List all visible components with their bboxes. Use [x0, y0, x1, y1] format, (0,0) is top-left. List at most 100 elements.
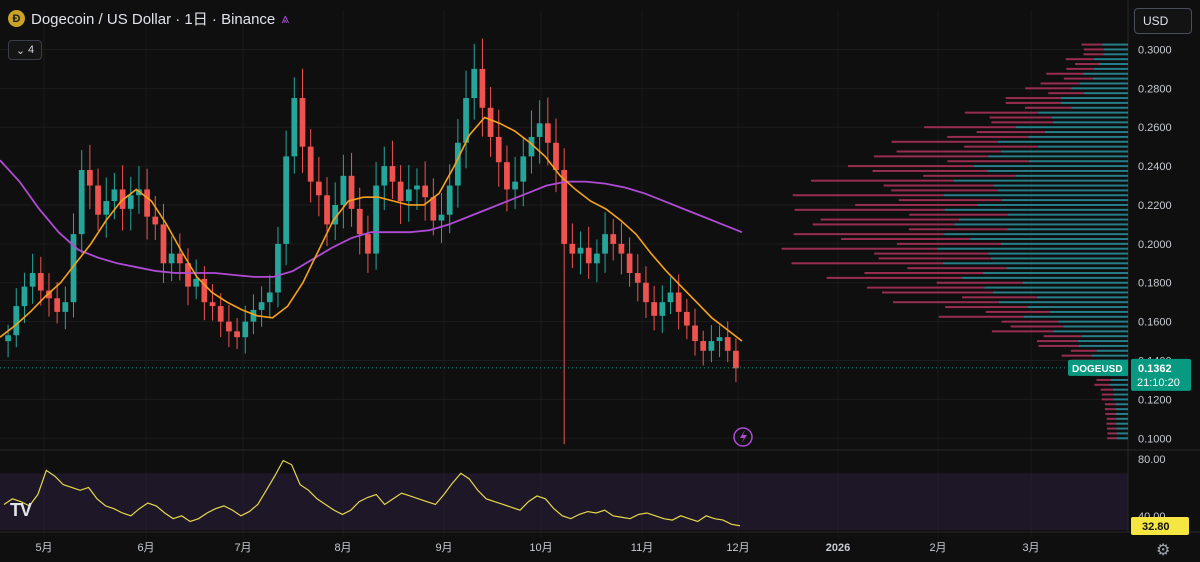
- candle-body: [463, 98, 469, 143]
- candle-body: [37, 273, 44, 291]
- candle-body: [553, 142, 559, 170]
- rsi-value-label: 32.80: [1142, 521, 1170, 533]
- candle-body: [659, 302, 666, 316]
- price-axis-label: 0.2200: [1138, 200, 1172, 212]
- volume-bar-buy: [1058, 320, 1128, 323]
- candle-body: [569, 243, 576, 254]
- volume-bar-buy: [970, 238, 1128, 240]
- volume-bar-sell: [1106, 427, 1117, 430]
- candle-body: [127, 195, 134, 209]
- volume-bar-sell: [985, 310, 1050, 313]
- lightning-event-circle: [733, 427, 753, 447]
- candle-body: [397, 181, 404, 202]
- volume-bar-buy: [1060, 97, 1128, 100]
- symbol-tag: DOGEUSD: [1072, 364, 1123, 375]
- candle-body: [29, 273, 36, 287]
- candle-body: [103, 201, 110, 215]
- volume-bar-sell: [1065, 58, 1094, 61]
- volume-bar-buy: [1022, 281, 1128, 284]
- symbol-title[interactable]: Dogecoin / US Dollar · 1日 · Binance: [31, 11, 276, 28]
- symbol-tag-bg: [1068, 359, 1128, 376]
- volume-bar-sell: [1070, 349, 1097, 352]
- candle-body: [602, 234, 608, 254]
- volume-bar-sell: [1107, 437, 1117, 440]
- volume-bar-sell: [989, 116, 1052, 119]
- candle-body: [201, 278, 208, 303]
- volume-bar-sell: [855, 203, 978, 206]
- volume-bar-buy: [1028, 160, 1128, 163]
- candle-body: [226, 321, 232, 332]
- candle-body: [348, 175, 355, 209]
- candle-body: [111, 189, 118, 202]
- moving-average-short-line: [0, 116, 743, 342]
- candle-body: [544, 123, 551, 143]
- candle-body: [471, 68, 478, 99]
- price-axis-label: 0.1800: [1138, 278, 1172, 290]
- volume-bar-sell: [936, 281, 1023, 284]
- volume-bar-sell: [1037, 340, 1078, 343]
- volume-bar-sell: [964, 111, 1039, 114]
- volume-bar-sell: [1038, 344, 1079, 347]
- candles: [5, 38, 739, 445]
- volume-bar-sell: [1061, 354, 1092, 357]
- candle-body: [95, 185, 101, 215]
- volume-bar-sell: [938, 315, 1024, 318]
- volume-bar-buy: [1063, 325, 1128, 328]
- candle-body: [373, 185, 379, 254]
- volume-bar-buy: [1115, 403, 1128, 406]
- time-axis-label: 10月: [529, 542, 552, 554]
- volume-bar-sell: [1106, 422, 1117, 425]
- share-icon[interactable]: ⩓: [281, 10, 290, 26]
- volume-bar-buy: [944, 208, 1128, 211]
- volume-bar-sell: [1101, 393, 1114, 396]
- candle-body: [266, 292, 273, 303]
- candle-body: [381, 166, 388, 186]
- volume-bar-buy: [944, 233, 1128, 236]
- volume-bar-buy: [1098, 63, 1128, 66]
- candle-body: [144, 189, 150, 217]
- volume-bar-buy: [1092, 77, 1128, 80]
- candle-body: [733, 350, 739, 369]
- volume-bar-buy: [1007, 228, 1128, 231]
- dogecoin-logo-icon: Ð: [8, 10, 25, 27]
- volume-bar-buy: [1116, 437, 1128, 440]
- volume-bar-sell: [1066, 67, 1095, 70]
- volume-bar-buy: [1077, 340, 1128, 343]
- candle-body: [700, 341, 707, 351]
- volume-bar-buy: [984, 286, 1128, 289]
- candle-body: [21, 286, 28, 307]
- volume-bar-buy: [937, 247, 1128, 250]
- volume-bar-buy: [953, 179, 1128, 182]
- candle-body: [234, 331, 240, 338]
- gear-icon[interactable]: ⚙: [1156, 542, 1171, 559]
- volume-bar-buy: [1113, 393, 1128, 396]
- tradingview-logo-icon[interactable]: TV: [10, 500, 32, 520]
- candle-body: [152, 216, 159, 225]
- volume-bar-buy: [1027, 306, 1128, 309]
- candle-body: [283, 156, 289, 244]
- last-price-label: 0.1362: [1138, 363, 1172, 375]
- volume-bar-sell: [874, 252, 989, 255]
- volume-bar-buy: [1102, 43, 1128, 46]
- candle-body: [438, 214, 445, 221]
- volume-bar-buy: [998, 301, 1128, 304]
- volume-bar-buy: [1071, 106, 1128, 109]
- volume-bar-buy: [1113, 398, 1128, 401]
- volume-bar-buy: [1071, 87, 1128, 90]
- indicator-collapse-button[interactable]: ⌄ 4: [8, 40, 42, 60]
- volume-bar-sell: [1010, 325, 1064, 328]
- volume-bar-buy: [1115, 412, 1128, 415]
- volume-bar-buy: [1028, 135, 1128, 138]
- lightning-bolt: [740, 430, 747, 444]
- currency-select[interactable]: USD: [1134, 8, 1192, 34]
- time-axis-label: 11月: [631, 542, 653, 554]
- volume-bar-sell: [1005, 97, 1061, 100]
- volume-bar-buy: [990, 257, 1128, 260]
- volume-bar-sell: [1040, 82, 1080, 85]
- price-axis-label: 0.1200: [1138, 394, 1172, 406]
- candle-body: [716, 337, 723, 342]
- volume-bar-sell: [1101, 398, 1114, 401]
- candle-body: [610, 234, 617, 244]
- volume-bar-sell: [991, 330, 1054, 333]
